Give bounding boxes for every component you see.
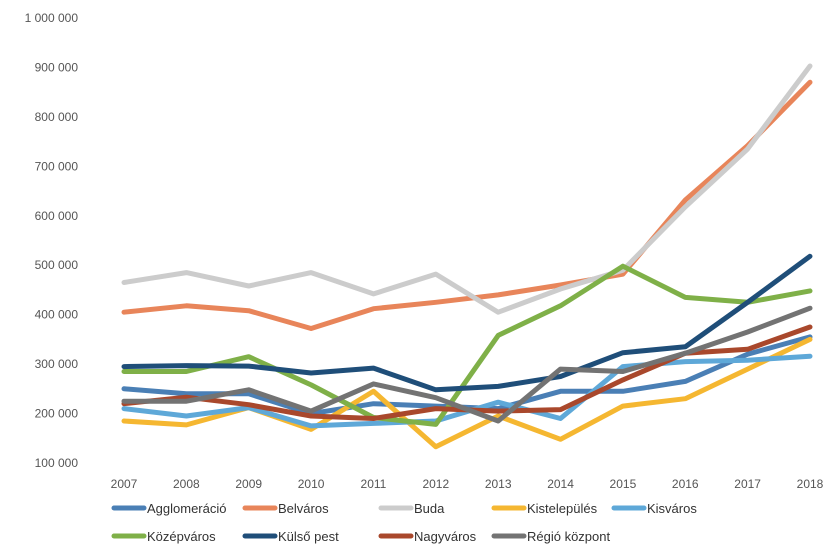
y-tick-label: 400 000 — [35, 308, 79, 322]
legend-label: Nagyváros — [414, 529, 477, 544]
series-line-1 — [121, 79, 813, 331]
x-tick-label: 2008 — [173, 477, 200, 491]
series-line-8 — [121, 305, 813, 424]
legend-item: Kisváros — [611, 501, 697, 516]
legend-item: Középváros — [111, 529, 216, 544]
y-tick-label: 900 000 — [35, 60, 79, 74]
x-tick-label: 2012 — [422, 477, 449, 491]
x-tick-label: 2007 — [111, 477, 138, 491]
legend: Agglomeráció Belváros Buda Kistelepülés Kisv… — [111, 501, 697, 544]
x-tick-label: 2015 — [610, 477, 637, 491]
legend-item: Nagyváros — [378, 529, 477, 544]
y-tick-label: 500 000 — [35, 258, 79, 272]
legend-label: Kisváros — [647, 501, 697, 516]
legend-label: Külső pest — [278, 529, 339, 544]
series-line-6 — [121, 253, 813, 393]
series-line-2 — [121, 63, 813, 315]
x-tick-label: 2014 — [547, 477, 574, 491]
legend-label: Belváros — [278, 501, 329, 516]
legend-label: Kistelepülés — [527, 501, 598, 516]
legend-item: Buda — [378, 501, 445, 516]
legend-label: Középváros — [147, 529, 216, 544]
legend-label: Buda — [414, 501, 445, 516]
y-axis: 100 000 200 000 300 000 400 000 500 000 600 0… — [25, 11, 79, 470]
x-tick-label: 2017 — [734, 477, 761, 491]
y-tick-label: 700 000 — [35, 159, 79, 173]
x-tick-label: 2016 — [672, 477, 699, 491]
x-tick-label: 2010 — [298, 477, 325, 491]
y-tick-label: 300 000 — [35, 357, 79, 371]
series-layer — [121, 63, 813, 450]
legend-label: Régió központ — [527, 529, 610, 544]
legend-label: Agglomeráció — [147, 501, 227, 516]
legend-item: Belváros — [242, 501, 329, 516]
y-tick-label: 100 000 — [35, 456, 79, 470]
x-tick-label: 2013 — [485, 477, 512, 491]
legend-item: Régió központ — [491, 529, 610, 544]
x-tick-label: 2011 — [361, 477, 387, 491]
y-tick-label: 600 000 — [35, 209, 79, 223]
x-tick-label: 2009 — [235, 477, 262, 491]
legend-item: Kistelepülés — [491, 501, 598, 516]
legend-item: Agglomeráció — [111, 501, 227, 516]
y-tick-label: 1 000 000 — [25, 11, 79, 25]
x-tick-label: 2018 — [797, 477, 824, 491]
series-line-5 — [121, 263, 813, 427]
x-axis: 2007 2008 2009 2010 2011 2012 2013 2014 2015 2016… — [111, 477, 824, 491]
y-tick-label: 200 000 — [35, 407, 79, 421]
legend-item: Külső pest — [242, 529, 339, 544]
y-tick-label: 800 000 — [35, 110, 79, 124]
